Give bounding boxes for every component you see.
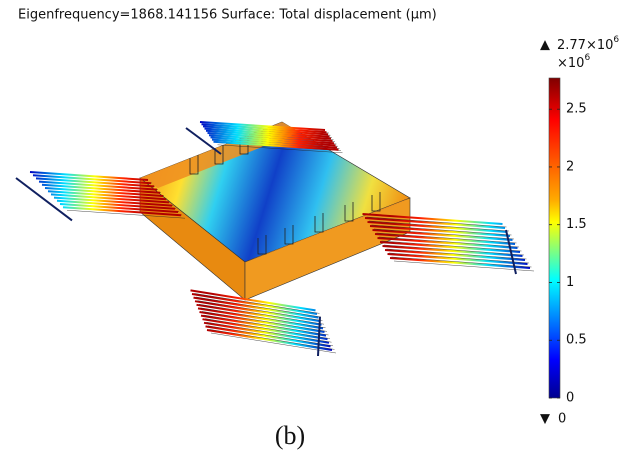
finger-outline [211,333,336,353]
caption: (b) [275,421,305,450]
colorbar-max-label: 2.77×10 [557,38,613,53]
colorbar-max-exponent: 6 [613,35,619,45]
colorbar-scale-label: ×10 [557,56,584,71]
title: Eigenfrequency=1868.141156 Surface: Tota… [18,8,437,23]
max-arrow: ▲ [540,38,550,53]
page: Eigenfrequency=1868.141156 Surface: Tota… [0,0,634,462]
colorbar-tick-label: 0 [566,391,574,406]
colorbar-tick-label: 1 [566,275,574,290]
finger-outline [210,329,335,349]
colorbar-tick-label: 2.5 [566,102,587,117]
colorbar-scale-exponent: 6 [584,53,590,63]
device-model [140,122,410,300]
colorbar-scale: ×106 [557,53,590,71]
finger-outline [208,326,333,346]
anchor [318,317,320,356]
colorbar [549,78,560,398]
colorbar-tick-label: 0.5 [566,333,587,348]
colorbar-max: 2.77×106 [557,35,619,53]
colorbar-tick-label: 2 [566,159,574,174]
colorbar-tick-label: 1.5 [566,217,587,232]
figure: Eigenfrequency=1868.141156 Surface: Tota… [0,0,634,462]
min-arrow: ▼ [540,412,550,427]
colorbar-min: 0 [558,412,566,427]
